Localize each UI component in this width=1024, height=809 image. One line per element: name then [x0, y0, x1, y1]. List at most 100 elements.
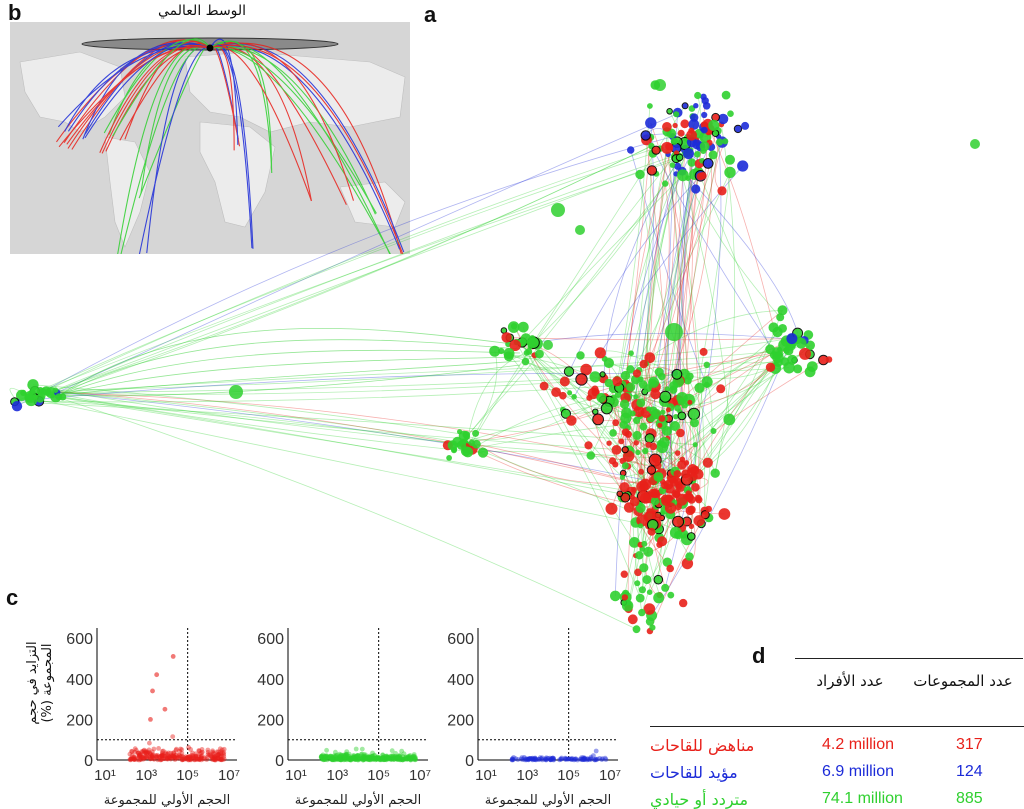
- scatter-point: [328, 753, 333, 759]
- network-node: [656, 541, 663, 548]
- network-edge: [528, 351, 692, 537]
- scatter-point: [167, 754, 172, 760]
- network-edge: [640, 473, 663, 542]
- scatter-point: [351, 756, 357, 761]
- scatter-point: [383, 756, 388, 762]
- network-edge: [616, 377, 683, 399]
- scatter-point: [382, 756, 388, 762]
- scatter-point: [130, 754, 136, 760]
- scatter-point: [343, 751, 349, 757]
- scatter-point: [381, 756, 387, 761]
- network-edge: [681, 170, 798, 334]
- network-node: [622, 450, 635, 462]
- scatter-point: [187, 754, 193, 760]
- scatter-point: [530, 756, 535, 762]
- scatter-point: [585, 756, 590, 762]
- network-edge: [646, 143, 686, 364]
- scatter-point: [355, 755, 361, 761]
- network-edge: [590, 172, 731, 456]
- scatter-point: [171, 750, 176, 756]
- scatter-point: [388, 755, 394, 760]
- scatter-point: [143, 751, 149, 757]
- map-arc: [209, 38, 239, 145]
- network-edge: [623, 374, 685, 426]
- scatter-point: [351, 755, 357, 760]
- network-node: [25, 394, 38, 407]
- scatter-point: [338, 752, 344, 758]
- network-node: [526, 338, 536, 348]
- map-arc: [209, 46, 376, 215]
- network-node: [688, 119, 700, 130]
- scatter-point: [347, 756, 353, 762]
- network-node: [793, 364, 803, 374]
- scatter-point: [199, 755, 205, 761]
- network-edge: [648, 458, 660, 545]
- network-edge: [661, 385, 696, 488]
- network-edge: [639, 174, 714, 432]
- scatter-point: [592, 757, 597, 763]
- network-edge: [679, 144, 698, 500]
- network-node: [674, 503, 682, 511]
- world-map-svg: [10, 22, 410, 254]
- scatter-point: [354, 754, 360, 760]
- network-node: [687, 505, 696, 514]
- network-node: [643, 511, 655, 523]
- scatter-point: [150, 754, 156, 760]
- scatter-point: [591, 753, 596, 758]
- network-node: [616, 490, 624, 498]
- network-node: [645, 117, 657, 129]
- network-node: [462, 446, 474, 458]
- scatter-point: [371, 753, 377, 759]
- scatter-point: [399, 748, 405, 754]
- network-node: [587, 387, 600, 400]
- network-edge: [649, 437, 690, 498]
- network-node: [688, 494, 694, 500]
- network-node: [20, 389, 27, 396]
- scatter-point: [372, 756, 377, 761]
- scatter-point: [382, 757, 387, 762]
- scatter-point: [400, 754, 406, 759]
- scatter-point: [360, 754, 366, 760]
- network-edge: [642, 490, 673, 591]
- network-node: [658, 486, 667, 495]
- network-node: [622, 589, 630, 597]
- scatter-point: [179, 747, 185, 752]
- row-label-neutral: متردد أو حيادي: [650, 790, 749, 809]
- scatter-point: [363, 756, 369, 762]
- scatter-point: [137, 753, 142, 759]
- network-node: [713, 126, 722, 135]
- scatter-point: [383, 757, 388, 762]
- scatter-point: [153, 753, 159, 758]
- scatter-point: [149, 753, 155, 759]
- network-node: [629, 410, 636, 417]
- network-node: [676, 497, 689, 509]
- network-node: [651, 473, 661, 484]
- scatter-point: [198, 756, 204, 761]
- network-node: [693, 465, 699, 472]
- scatter-point: [143, 748, 149, 754]
- network-node: [711, 112, 720, 122]
- scatter-point: [403, 754, 409, 760]
- scatter-point: [193, 751, 199, 757]
- scatter-point: [150, 753, 155, 758]
- scatter-x-tick: 10³: [516, 767, 538, 784]
- scatter-point: [582, 757, 588, 763]
- scatter-point: [346, 756, 351, 762]
- network-node: [670, 151, 683, 163]
- scatter-point: [326, 755, 331, 760]
- scatter-point: [143, 754, 149, 760]
- scatter-point: [407, 754, 412, 759]
- network-node: [36, 387, 44, 394]
- scatter-point: [346, 751, 352, 757]
- scatter-point: [571, 757, 577, 763]
- scatter-point: [219, 757, 224, 762]
- network-node: [637, 489, 650, 503]
- scatter-point: [390, 753, 395, 759]
- scatter-point: [558, 756, 564, 762]
- network-node: [654, 499, 664, 509]
- scatter-point: [172, 757, 178, 762]
- network-edge: [513, 326, 670, 500]
- network-node: [716, 136, 728, 148]
- scatter-point: [361, 754, 366, 759]
- network-edge: [642, 387, 652, 419]
